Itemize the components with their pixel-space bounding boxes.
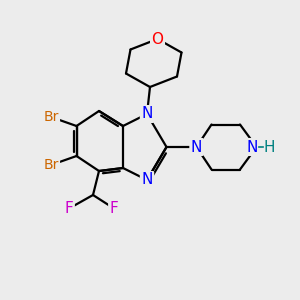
Text: N: N (191, 140, 202, 154)
Text: O: O (152, 32, 164, 46)
Text: N: N (141, 172, 153, 188)
Text: H: H (263, 140, 275, 154)
Text: F: F (110, 201, 118, 216)
Text: Br: Br (43, 158, 59, 172)
Text: Br: Br (43, 110, 59, 124)
Text: F: F (64, 201, 74, 216)
Text: N: N (141, 106, 153, 122)
Text: N: N (246, 140, 258, 154)
